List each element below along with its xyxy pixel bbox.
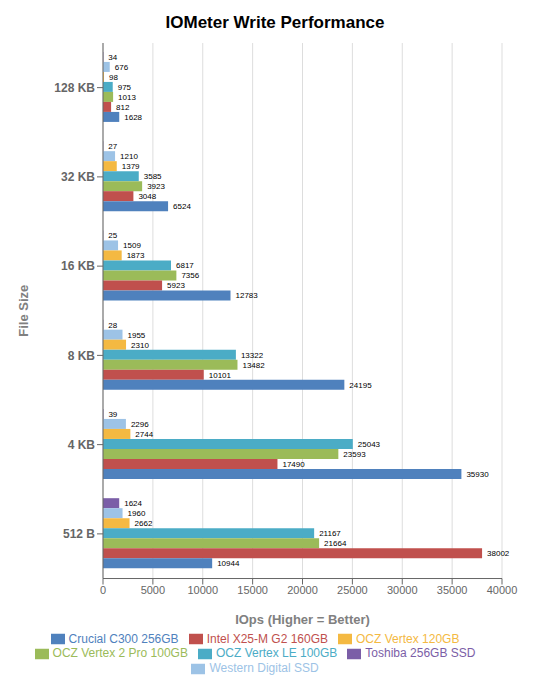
svg-text:6524: 6524: [173, 202, 191, 211]
svg-text:6817: 6817: [176, 261, 194, 270]
svg-text:975: 975: [118, 83, 132, 92]
svg-text:27: 27: [108, 142, 117, 151]
svg-text:32 KB: 32 KB: [61, 170, 95, 184]
svg-text:8 KB: 8 KB: [68, 349, 96, 363]
html-text:Intel X25-M G2 160GB: Intel X25-M G2 160GB: [206, 631, 328, 646]
svg-text:0: 0: [100, 584, 106, 596]
svg-text:1624: 1624: [124, 499, 142, 508]
svg-text:1960: 1960: [128, 509, 146, 518]
svg-text:512 B: 512 B: [63, 527, 95, 541]
svg-text:35930: 35930: [466, 470, 489, 479]
html-text:Western Digital SSD: Western Digital SSD: [209, 661, 319, 676]
svg-text:13322: 13322: [241, 351, 264, 360]
svg-text:10101: 10101: [209, 371, 232, 380]
svg-text:File Size: File Size: [16, 285, 31, 337]
svg-text:25000: 25000: [337, 584, 368, 596]
svg-text:2296: 2296: [131, 420, 149, 429]
svg-text:5000: 5000: [141, 584, 165, 596]
svg-text:10944: 10944: [217, 559, 240, 568]
svg-text:13482: 13482: [242, 361, 265, 370]
svg-text:5923: 5923: [167, 281, 185, 290]
svg-text:812: 812: [116, 103, 130, 112]
svg-text:20000: 20000: [287, 584, 318, 596]
svg-text:676: 676: [115, 63, 129, 72]
svg-text:39: 39: [108, 410, 117, 419]
svg-text:1509: 1509: [123, 241, 141, 250]
svg-text:28: 28: [108, 321, 117, 330]
svg-text:7356: 7356: [181, 271, 199, 280]
svg-text:3585: 3585: [144, 172, 162, 181]
svg-text:98: 98: [109, 73, 118, 82]
html-text:OCZ Vertex 120GB: OCZ Vertex 120GB: [356, 631, 460, 646]
svg-text:15000: 15000: [237, 584, 268, 596]
svg-text:17490: 17490: [282, 460, 305, 469]
svg-text:2744: 2744: [135, 430, 153, 439]
html-text:Crucial C300 256GB: Crucial C300 256GB: [68, 631, 179, 646]
svg-text:3923: 3923: [147, 182, 165, 191]
svg-text:IOps (Higher = Better): IOps (Higher = Better): [235, 612, 370, 627]
svg-text:1955: 1955: [128, 331, 146, 340]
svg-text:3048: 3048: [138, 192, 156, 201]
svg-text:21167: 21167: [319, 529, 341, 538]
svg-text:21664: 21664: [324, 539, 347, 548]
svg-text:1379: 1379: [122, 162, 140, 171]
svg-text:40000: 40000: [487, 584, 518, 596]
svg-text:1013: 1013: [118, 93, 136, 102]
html-text:IOMeter Write Performance: IOMeter Write Performance: [165, 13, 385, 32]
svg-text:23593: 23593: [343, 450, 366, 459]
svg-text:16 KB: 16 KB: [61, 259, 95, 273]
svg-text:1628: 1628: [124, 113, 142, 122]
svg-text:4 KB: 4 KB: [68, 438, 96, 452]
svg-text:25: 25: [108, 231, 117, 240]
svg-text:12783: 12783: [236, 291, 259, 300]
html-text:Toshiba 256GB SSD: Toshiba 256GB SSD: [365, 646, 476, 661]
svg-text:35000: 35000: [437, 584, 468, 596]
svg-text:128 KB: 128 KB: [54, 81, 95, 95]
html-text:OCZ Vertex LE 100GB: OCZ Vertex LE 100GB: [216, 646, 338, 661]
svg-text:1210: 1210: [120, 152, 138, 161]
svg-text:2662: 2662: [135, 519, 153, 528]
svg-text:38002: 38002: [487, 549, 510, 558]
svg-text:30000: 30000: [387, 584, 418, 596]
svg-text:34: 34: [108, 53, 117, 62]
html-text:OCZ Vertex 2 Pro 100GB: OCZ Vertex 2 Pro 100GB: [52, 646, 188, 661]
svg-text:1873: 1873: [127, 251, 145, 260]
svg-text:10000: 10000: [187, 584, 218, 596]
svg-text:24195: 24195: [349, 381, 372, 390]
svg-text:2310: 2310: [131, 341, 149, 350]
svg-text:25043: 25043: [358, 440, 381, 449]
